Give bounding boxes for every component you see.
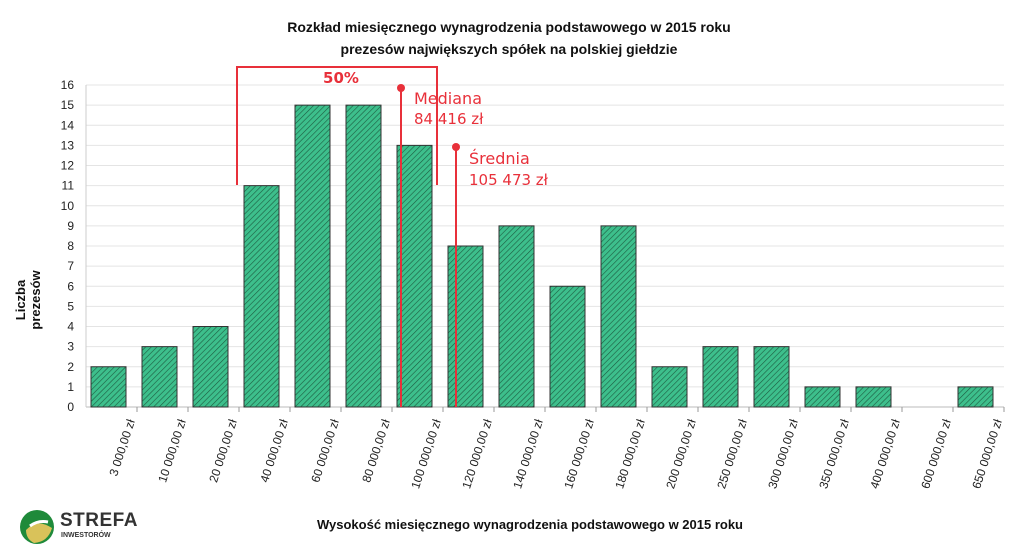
y-tick-label: 5 xyxy=(67,299,74,313)
chart-title: Rozkład miesięcznego wynagrodzenia podst… xyxy=(0,16,1018,60)
mean-label: Średnia xyxy=(469,149,530,168)
x-axis-label: Wysokość miesięcznego wynagrodzenia pods… xyxy=(317,517,743,532)
bar xyxy=(549,285,586,408)
x-tick-label: 40 000,00 zł xyxy=(257,417,291,484)
x-tick-label: 160 000,00 zł xyxy=(561,417,597,490)
x-tick-label: 3 000,00 zł xyxy=(106,417,138,477)
x-tick-label: 60 000,00 zł xyxy=(308,417,342,484)
bar xyxy=(753,346,790,408)
chart-title-line-1: Rozkład miesięcznego wynagrodzenia podst… xyxy=(287,19,731,35)
strefa-inwestorow-logo: STREFA INWESTORÓW xyxy=(18,508,158,548)
bar xyxy=(651,366,688,408)
x-tick-label: 180 000,00 zł xyxy=(612,417,648,490)
x-tick-label: 200 000,00 zł xyxy=(663,417,699,490)
y-tick-label: 1 xyxy=(67,380,74,394)
fifty-percent-bracket xyxy=(236,66,438,185)
y-tick-label: 10 xyxy=(61,199,75,213)
y-tick-label: 0 xyxy=(67,400,74,414)
y-tick-label: 7 xyxy=(67,259,74,273)
y-axis-label: Liczba prezesów xyxy=(13,270,43,330)
y-tick-label: 6 xyxy=(67,279,74,293)
y-tick-label: 13 xyxy=(61,138,75,152)
x-tick-label: 300 000,00 zł xyxy=(765,417,801,490)
y-tick-label: 11 xyxy=(62,179,75,193)
x-tick-label: 120 000,00 zł xyxy=(459,417,495,490)
bar xyxy=(90,366,127,408)
bar xyxy=(396,144,433,408)
y-tick-label: 15 xyxy=(61,98,75,112)
y-tick-label: 14 xyxy=(61,118,75,132)
x-tick-label: 650 000,00 zł xyxy=(969,417,1005,490)
bar xyxy=(804,386,841,408)
median-value: 84 416 zł xyxy=(414,110,484,128)
y-tick-label: 8 xyxy=(67,239,74,253)
bar xyxy=(345,104,382,408)
bar xyxy=(498,225,535,408)
mean-value: 105 473 zł xyxy=(469,171,549,189)
x-tick-label: 20 000,00 zł xyxy=(206,417,240,484)
bar xyxy=(141,346,178,408)
mean-marker xyxy=(452,143,460,151)
median-marker xyxy=(397,84,405,92)
median-label: Mediana xyxy=(414,89,482,108)
logo-icon xyxy=(20,510,54,544)
bar xyxy=(600,225,637,408)
bar xyxy=(243,185,280,408)
bar xyxy=(294,104,331,408)
x-tick-label: 350 000,00 zł xyxy=(816,417,852,490)
x-tick-label: 100 000,00 zł xyxy=(408,417,444,490)
chart-title-line-2: prezesów największych spółek na polskiej… xyxy=(340,41,678,57)
bar xyxy=(192,326,229,408)
y-tick-label: 3 xyxy=(67,340,74,354)
x-tick-label: 600 000,00 zł xyxy=(918,417,954,490)
y-tick-label: 16 xyxy=(61,78,75,92)
bar xyxy=(447,245,484,408)
y-tick-label: 4 xyxy=(67,320,74,334)
x-tick-label: 10 000,00 zł xyxy=(155,417,189,484)
y-tick-label: 12 xyxy=(61,159,75,173)
logo-sub: INWESTORÓW xyxy=(61,532,111,539)
x-tick-label: 140 000,00 zł xyxy=(510,417,546,490)
bar xyxy=(855,386,892,408)
x-tick-label: 400 000,00 zł xyxy=(867,417,903,490)
y-tick-label: 2 xyxy=(67,360,74,374)
bar xyxy=(702,346,739,408)
x-tick-label: 250 000,00 zł xyxy=(714,417,750,490)
x-tick-label: 80 000,00 zł xyxy=(359,417,393,484)
y-tick-label: 9 xyxy=(67,219,74,233)
bracket-label: 50% xyxy=(323,69,359,87)
logo-name: STREFA xyxy=(60,510,138,531)
bar xyxy=(957,386,994,408)
